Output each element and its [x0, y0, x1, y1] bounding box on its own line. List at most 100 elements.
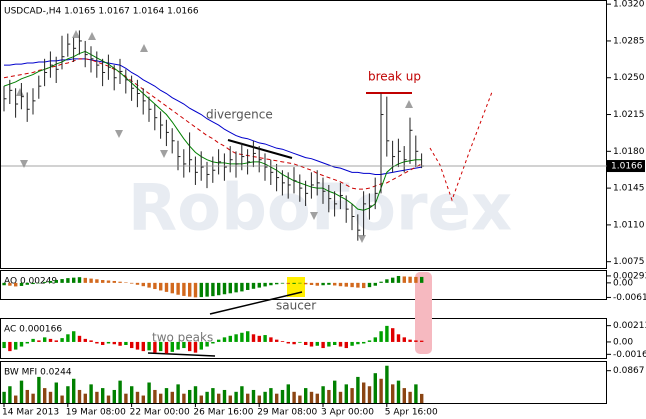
- highlight-zone: [415, 272, 432, 354]
- histogram-bar: [321, 341, 325, 349]
- histogram-bar: [240, 332, 244, 342]
- histogram-bar: [420, 276, 424, 283]
- histogram-bar: [286, 384, 290, 403]
- annotation: saucer: [276, 299, 316, 313]
- price-tag-label: 1.0166: [611, 162, 643, 172]
- panel-title: USDCAD-,H4 1.0165 1.0167 1.0164 1.0166: [4, 7, 199, 17]
- histogram-bar: [344, 282, 348, 287]
- y-tick-label: 1.0110: [613, 220, 645, 230]
- histogram-bar: [321, 386, 325, 403]
- histogram-bar: [25, 282, 29, 285]
- histogram-bar: [159, 341, 163, 352]
- histogram-bar: [199, 395, 203, 403]
- histogram-bar: [54, 382, 58, 403]
- histogram-bar: [414, 276, 418, 283]
- histogram-bar: [333, 380, 337, 403]
- histogram-bar: [246, 331, 250, 342]
- fractal: [115, 130, 123, 138]
- histogram-bar: [43, 337, 47, 342]
- fractal: [16, 88, 24, 96]
- histogram-bar: [333, 282, 337, 286]
- annotation: break up: [368, 70, 421, 84]
- y-tick-label: 0.00: [613, 337, 633, 347]
- histogram-bar: [164, 341, 169, 354]
- y-tick-label: 0.00293: [613, 271, 646, 281]
- histogram-bar: [153, 282, 157, 290]
- histogram-bar: [240, 282, 244, 292]
- histogram-bar: [356, 282, 360, 288]
- histogram-bar: [269, 337, 273, 342]
- histogram-bar: [37, 340, 41, 342]
- histogram-bar: [385, 325, 389, 342]
- histogram-bar: [54, 340, 58, 342]
- histogram-bar: [315, 341, 319, 346]
- histogram-bar: [420, 340, 424, 342]
- histogram-bar: [338, 391, 343, 403]
- histogram-bar: [193, 282, 198, 298]
- histogram-bar: [251, 334, 256, 342]
- histogram-bar: [240, 386, 244, 403]
- histogram-bar: [205, 341, 209, 347]
- y-tick-label: 0.00213: [613, 321, 646, 331]
- histogram-bar: [19, 282, 24, 286]
- histogram-bar: [280, 341, 285, 342]
- histogram-bar: [222, 389, 227, 403]
- histogram-bar: [112, 280, 116, 283]
- histogram-bar: [72, 378, 76, 403]
- histogram-bar: [344, 341, 348, 349]
- histogram-bar: [211, 282, 215, 297]
- annotation: divergence: [206, 108, 273, 122]
- histogram-bar: [280, 282, 285, 284]
- panel-title: AC 0.000166: [4, 325, 62, 335]
- histogram-bar: [327, 282, 331, 285]
- histogram-bar: [31, 282, 35, 285]
- histogram-bar: [130, 341, 134, 349]
- histogram-bar: [234, 391, 238, 403]
- x-tick-label: 14 Mar 2013: [2, 408, 59, 418]
- y-tick-label: 1.0215: [613, 110, 645, 120]
- histogram-bar: [14, 341, 18, 350]
- histogram-bar: [362, 282, 366, 289]
- histogram-bar: [211, 341, 215, 344]
- histogram-bar: [112, 341, 116, 345]
- histogram-bar: [379, 331, 383, 342]
- histogram-bar: [2, 391, 6, 403]
- histogram-bar: [234, 282, 238, 293]
- histogram-bar: [402, 276, 406, 283]
- histogram-bar: [333, 341, 337, 345]
- panel-title: AO 0.00249: [4, 277, 57, 287]
- histogram-bar: [275, 339, 279, 342]
- histogram-bar: [414, 384, 418, 403]
- fractal: [140, 44, 148, 52]
- panel-title: BW MFI 0.0244: [4, 368, 72, 378]
- histogram-bar: [106, 341, 111, 344]
- histogram-bar: [164, 388, 169, 403]
- histogram-bar: [257, 395, 261, 403]
- histogram-bar: [153, 389, 157, 403]
- histogram-bar: [95, 391, 99, 403]
- x-tick-label: 3 Apr 00:00: [321, 408, 374, 418]
- histogram-bar: [77, 335, 82, 342]
- histogram-bar: [373, 282, 377, 286]
- histogram-bar: [391, 328, 395, 342]
- histogram-bar: [77, 389, 82, 403]
- histogram-bar: [373, 337, 377, 342]
- histogram-bar: [396, 275, 401, 283]
- histogram-bar: [315, 282, 319, 286]
- histogram-bar: [402, 388, 406, 403]
- y-tick-label: 1.0180: [613, 147, 645, 157]
- histogram-bar: [66, 278, 70, 283]
- histogram-bar: [188, 341, 192, 352]
- histogram-bar: [304, 282, 308, 285]
- histogram-bar: [356, 341, 360, 345]
- histogram-bar: [2, 341, 6, 349]
- divergence-line: [209, 291, 303, 315]
- histogram-bar: [43, 388, 47, 403]
- histogram-bar: [170, 282, 174, 294]
- histogram-bar: [118, 380, 122, 403]
- histogram-bar: [89, 384, 93, 403]
- histogram-bar: [77, 277, 82, 283]
- histogram-bar: [217, 339, 221, 342]
- histogram-bar: [205, 391, 209, 403]
- histogram-bar: [14, 282, 18, 287]
